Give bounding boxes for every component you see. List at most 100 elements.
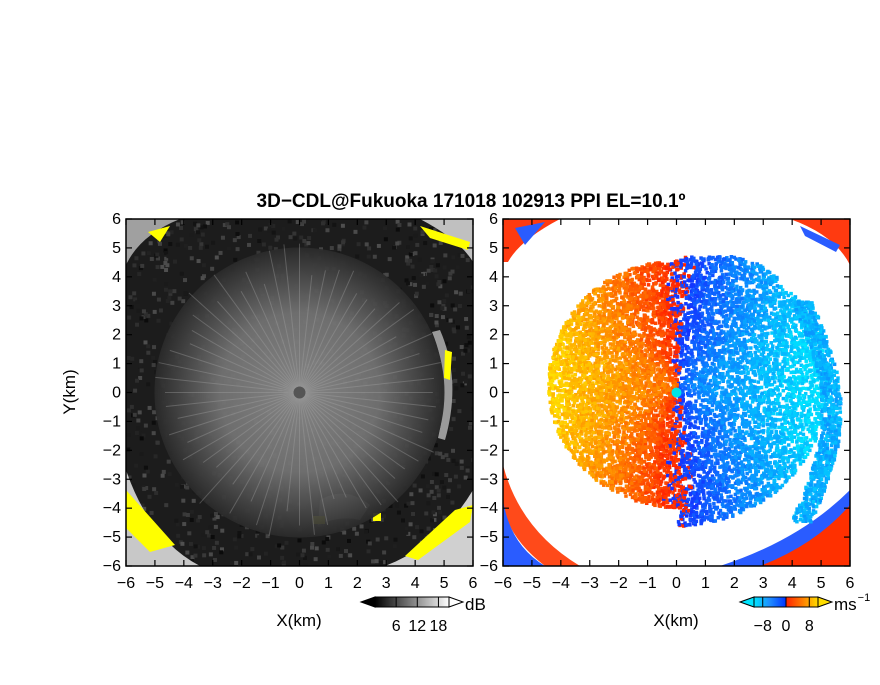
noise-pixel [136, 309, 140, 313]
noise-pixel [153, 278, 157, 282]
noise-pixel [202, 553, 206, 557]
noise-pixel [367, 255, 371, 259]
noise-pixel [147, 251, 151, 255]
noise-pixel [202, 546, 206, 550]
noise-pixel [412, 276, 416, 280]
noise-pixel [344, 549, 348, 553]
y-tick-label: 3 [112, 298, 121, 315]
noise-pixel [142, 474, 146, 478]
noise-pixel [341, 224, 345, 228]
reflectivity-xlabel: X(km) [276, 611, 321, 630]
noise-pixel [257, 535, 261, 539]
colorbar-high-arrow [449, 597, 463, 607]
noise-pixel [190, 256, 194, 260]
noise-pixel [426, 501, 430, 505]
noise-pixel [307, 236, 311, 240]
noise-pixel [227, 247, 231, 251]
noise-pixel [423, 241, 427, 245]
noise-pixel [264, 552, 268, 556]
noise-pixel [138, 410, 142, 414]
noise-pixel [367, 246, 371, 250]
noise-pixel [146, 344, 150, 348]
noise-pixel [127, 433, 131, 437]
noise-pixel [395, 503, 399, 507]
velocity-pixel [559, 435, 563, 439]
noise-pixel [315, 546, 319, 550]
noise-pixel [415, 243, 419, 247]
noise-pixel [460, 460, 464, 464]
noise-pixel [452, 368, 456, 372]
y-tick-label: 0 [112, 385, 121, 402]
noise-pixel [336, 547, 340, 551]
velocity-pixel [697, 426, 701, 430]
noise-pixel [461, 254, 465, 258]
noise-pixel [172, 289, 176, 293]
noise-pixel [236, 247, 240, 251]
noise-pixel [355, 532, 359, 536]
noise-pixel [432, 496, 436, 500]
noise-pixel [159, 308, 163, 312]
noise-pixel [180, 485, 184, 489]
noise-pixel [140, 368, 144, 372]
velocity-pixel [578, 446, 582, 450]
noise-pixel [196, 519, 200, 523]
noise-pixel [144, 466, 148, 470]
noise-pixel [430, 480, 434, 484]
noise-pixel [196, 223, 200, 227]
noise-pixel [460, 466, 464, 470]
noise-pixel [135, 323, 139, 327]
noise-pixel [237, 531, 241, 535]
velocity-pixel [727, 480, 731, 484]
velocity-pixel [713, 299, 717, 303]
velocity-pixel [741, 421, 745, 425]
noise-pixel [152, 345, 156, 349]
noise-pixel [434, 320, 438, 324]
noise-pixel [465, 326, 469, 330]
velocity-pixel [754, 502, 758, 506]
noise-pixel [444, 453, 448, 457]
noise-pixel [438, 510, 442, 514]
noise-pixel [157, 319, 161, 323]
noise-pixel [280, 556, 284, 560]
colorbar-bar [375, 597, 449, 607]
noise-pixel [397, 511, 401, 515]
noise-pixel [282, 561, 286, 565]
noise-pixel [201, 276, 205, 280]
noise-pixel [236, 232, 240, 236]
noise-pixel [233, 238, 237, 242]
noise-pixel [310, 542, 314, 546]
velocity-pixel [776, 398, 780, 402]
noise-pixel [419, 488, 423, 492]
noise-pixel [367, 549, 371, 553]
noise-pixel [205, 530, 209, 534]
noise-pixel [443, 253, 447, 257]
noise-pixel [155, 253, 159, 257]
velocity-pixel [709, 466, 713, 470]
noise-pixel [457, 409, 461, 413]
noise-pixel [427, 269, 431, 273]
noise-pixel [156, 265, 160, 269]
noise-pixel [468, 341, 472, 345]
velocity-pixel [763, 407, 767, 411]
noise-pixel [180, 272, 184, 276]
noise-pixel [237, 534, 241, 538]
noise-pixel [227, 225, 231, 229]
noise-pixel [176, 522, 180, 526]
noise-pixel [468, 374, 472, 378]
noise-pixel [393, 544, 397, 548]
noise-pixel [468, 426, 472, 430]
noise-pixel [452, 329, 456, 333]
noise-pixel [425, 282, 429, 286]
noise-pixel [427, 527, 431, 531]
noise-pixel [420, 529, 424, 533]
noise-pixel [302, 239, 306, 243]
noise-pixel [153, 310, 157, 314]
velocity-pixel [547, 382, 551, 386]
noise-pixel [288, 219, 292, 223]
noise-pixel [209, 525, 213, 529]
noise-pixel [164, 503, 168, 507]
noise-pixel [190, 510, 194, 514]
velocity-pixel [709, 379, 713, 383]
